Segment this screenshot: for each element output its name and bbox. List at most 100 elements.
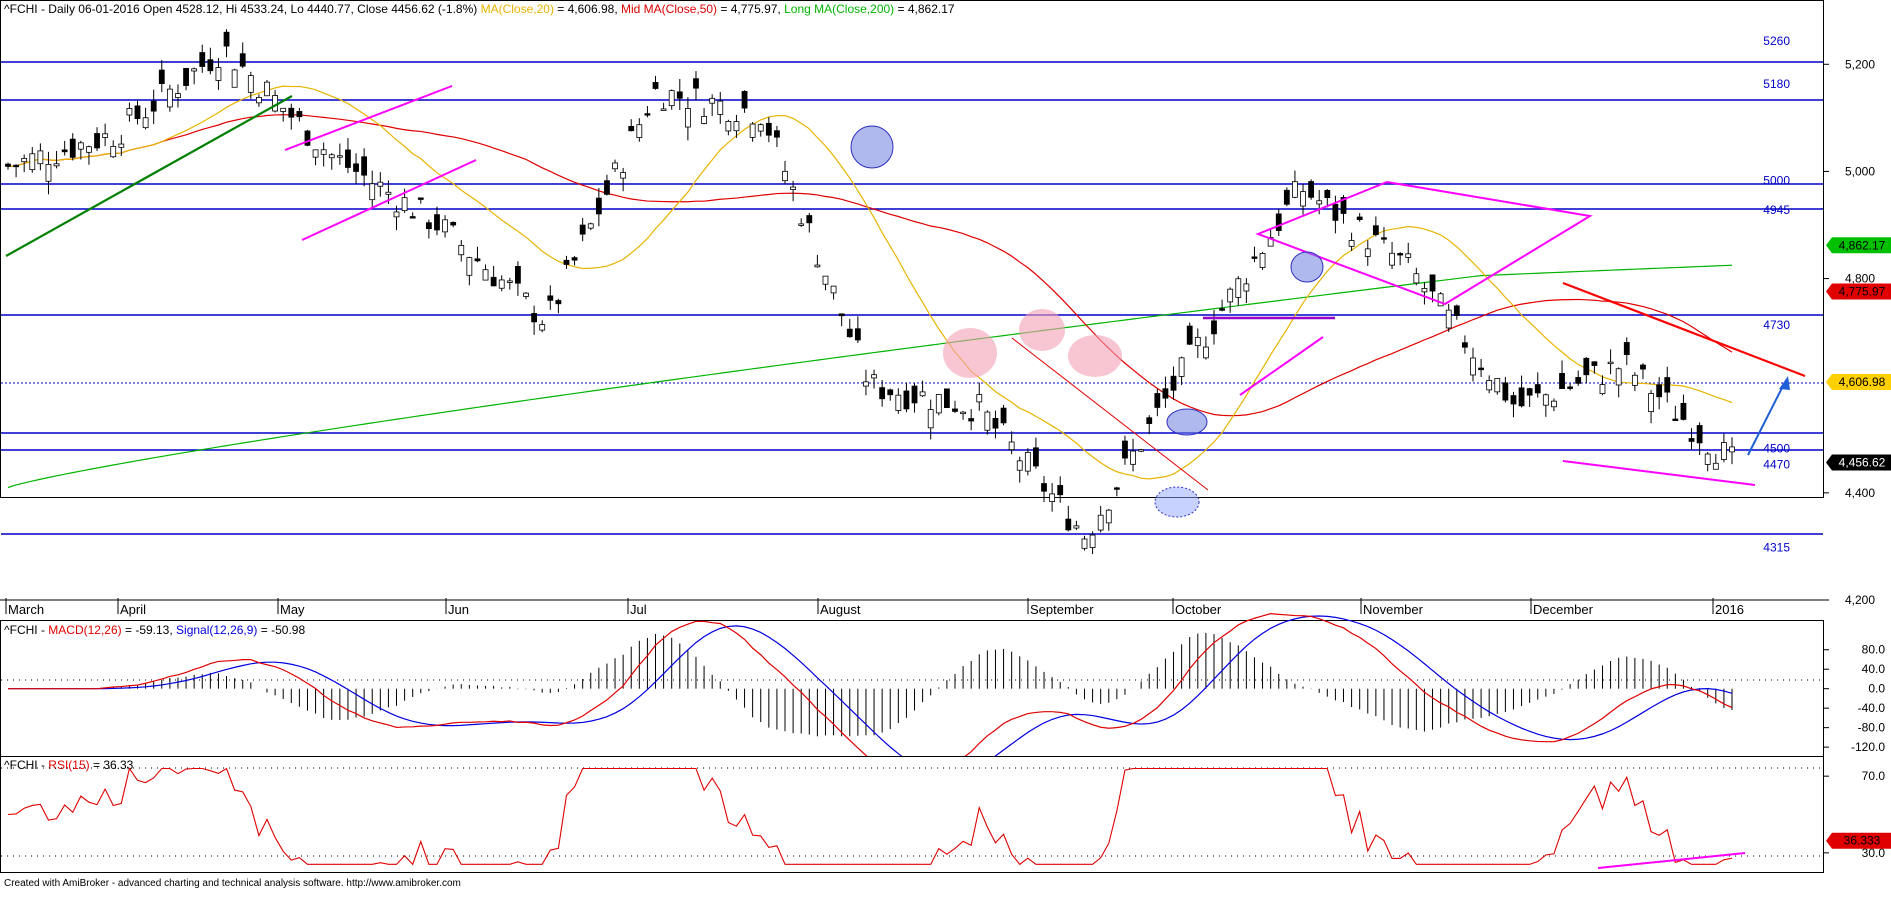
candle-body: [1430, 275, 1435, 291]
candle-body: [572, 258, 577, 261]
candle-body: [1301, 192, 1306, 206]
candle-body: [1390, 253, 1395, 265]
candle-body: [847, 329, 852, 337]
rsi-value-tag: 36.333: [1826, 833, 1891, 849]
title-segment: = 4,862.17: [894, 2, 955, 16]
candle-body: [1551, 401, 1556, 407]
candle-body: [1576, 377, 1581, 383]
candle-body: [653, 82, 658, 88]
price-tick-label: 5,000: [1845, 164, 1875, 178]
candle-body: [1066, 519, 1071, 530]
candle-body: [483, 270, 488, 280]
candle-body: [1721, 443, 1726, 460]
candle-body: [30, 154, 35, 170]
candle-body: [1665, 378, 1670, 393]
candle-body: [1349, 241, 1354, 247]
candle-body: [702, 116, 707, 123]
price-tick-label: 5,200: [1845, 57, 1875, 71]
title-segment: Mid MA(Close,50): [621, 2, 717, 16]
candle-body: [1276, 214, 1281, 231]
candle-body: [580, 225, 585, 234]
candle-body: [467, 258, 472, 276]
candle-body: [362, 157, 367, 175]
candle-body: [1689, 439, 1694, 442]
candle-body: [888, 390, 893, 395]
candle-body: [256, 97, 261, 102]
candle-body: [1697, 426, 1702, 443]
candle-body: [119, 144, 124, 147]
level-label: 5180: [1763, 77, 1790, 91]
candle-body: [394, 212, 399, 217]
candle-body: [370, 184, 375, 200]
candle-body: [151, 101, 156, 111]
pink-circle-3: [1068, 335, 1122, 377]
level-label: 4500: [1763, 441, 1790, 455]
candle-body: [718, 101, 723, 114]
title-segment: = -59.13,: [122, 623, 176, 637]
macd-title: ^FCHI - MACD(12,26) = -59.13, Signal(12,…: [4, 623, 305, 637]
month-label: Jul: [630, 602, 647, 617]
candle-body: [596, 198, 601, 214]
month-label: December: [1533, 602, 1594, 617]
candle-body: [896, 395, 901, 410]
level-label: 4315: [1763, 540, 1790, 554]
title-segment: MA(Close,20): [481, 2, 554, 16]
candle-body: [1017, 461, 1022, 470]
candle-body: [14, 165, 19, 167]
candle-body: [265, 82, 270, 96]
title-segment: = 36.33: [90, 758, 134, 772]
candle-body: [1325, 190, 1330, 197]
rsi-panel-frame: [1, 757, 1824, 873]
candle-body: [515, 266, 520, 283]
highlight-circle-november: [1291, 252, 1323, 282]
candle-body: [208, 60, 213, 71]
macd-panel: ^FCHI - MACD(12,26) = -59.13, Signal(12,…: [1, 614, 1886, 780]
candle-body: [1495, 378, 1500, 391]
candle-body: [297, 111, 302, 116]
candle-body: [1042, 484, 1047, 492]
candle-body: [855, 329, 860, 340]
candle-body: [758, 125, 763, 131]
candle-body: [313, 150, 318, 157]
value-tag-text: 4,606.98: [1839, 375, 1886, 389]
rsi-tick-label: 70.0: [1862, 769, 1886, 783]
candle-body: [434, 215, 439, 230]
price-tick-label: 4,200: [1845, 593, 1875, 607]
month-label: April: [120, 602, 146, 617]
candle-body: [1106, 510, 1111, 523]
candle-body: [1228, 289, 1233, 302]
candle-body: [1114, 488, 1119, 490]
candle-body: [1203, 347, 1208, 358]
candle-body: [1454, 306, 1459, 316]
candle-body: [693, 79, 698, 88]
candle-body: [750, 124, 755, 137]
candle-body: [839, 314, 844, 316]
candle-body: [556, 301, 561, 304]
level-label: 4470: [1763, 457, 1790, 471]
candle-body: [564, 260, 569, 264]
value-tag-text: 4,775.97: [1839, 284, 1886, 298]
pink-circle-1: [943, 328, 997, 378]
candle-body: [1163, 389, 1168, 398]
candle-body: [863, 382, 868, 386]
candle-body: [167, 89, 172, 107]
candle-body: [426, 223, 431, 229]
footer-credit: Created with AmiBroker - advanced charti…: [4, 878, 461, 889]
level-label: 5000: [1763, 173, 1790, 187]
candle-body: [86, 147, 91, 153]
candle-body: [95, 134, 100, 148]
candle-body: [1640, 365, 1645, 369]
candle-body: [613, 163, 618, 169]
candle-body: [1098, 515, 1103, 530]
candle-body: [248, 76, 253, 93]
candle-body: [1131, 451, 1136, 464]
candle-body: [459, 245, 464, 254]
candle-body: [1244, 284, 1249, 291]
candle-body: [831, 286, 836, 293]
candle-body: [1446, 310, 1451, 328]
macd-tick-label: -40.0: [1858, 701, 1886, 715]
level-label: 5260: [1763, 34, 1790, 48]
candle-body: [1252, 257, 1257, 259]
candle-body: [1357, 217, 1362, 220]
